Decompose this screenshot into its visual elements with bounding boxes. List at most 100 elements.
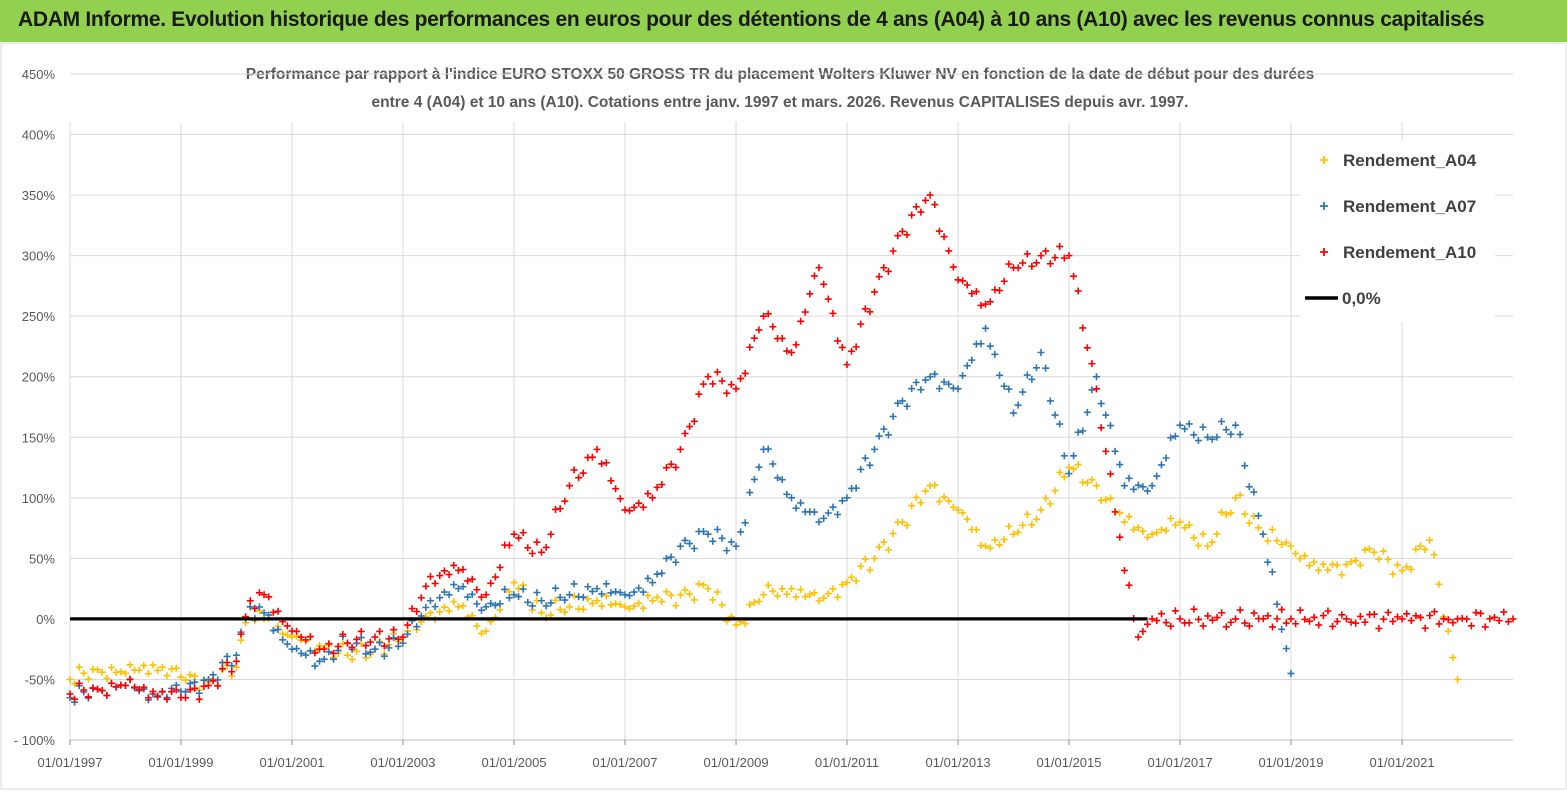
- rendement-a07-point: [209, 671, 217, 679]
- rendement-a07-point: [1157, 461, 1165, 469]
- rendement-a04-point: [1060, 473, 1068, 481]
- rendement-a04-point: [1245, 519, 1253, 527]
- rendement-a04-point: [1153, 529, 1161, 537]
- rendement-a04-point: [1208, 538, 1216, 546]
- rendement-a10-point: [274, 607, 282, 615]
- rendement-a07-point: [491, 601, 499, 609]
- rendement-a10-point: [542, 543, 550, 551]
- rendement-a07-point: [1222, 426, 1230, 434]
- rendement-a10-point: [515, 534, 523, 542]
- rendement-a04-point: [1116, 509, 1124, 517]
- rendement-a04-point: [792, 593, 800, 601]
- rendement-a07-point: [959, 372, 967, 380]
- rendement-a10-point: [1065, 252, 1073, 260]
- rendement-a10-point: [648, 494, 656, 502]
- rendement-a07-point: [1162, 454, 1170, 462]
- rendement-a10-point: [639, 503, 647, 511]
- rendement-a04-point: [117, 668, 125, 676]
- rendement-a04-point: [848, 573, 856, 581]
- rendement-a07-point: [1065, 470, 1073, 478]
- rendement-a10-point: [524, 544, 532, 552]
- rendement-a07-point: [1074, 428, 1082, 436]
- rendement-a07-point: [852, 484, 860, 492]
- rendement-a07-point: [1143, 487, 1151, 495]
- rendement-a04-point: [1282, 539, 1290, 547]
- rendement-a10-point: [158, 688, 166, 696]
- rendement-a04-point: [1070, 465, 1078, 473]
- rendement-a04-point: [861, 555, 869, 563]
- rendement-a10-point: [1356, 612, 1364, 620]
- rendement-a04-point: [1370, 548, 1378, 556]
- rendement-a04-point: [741, 620, 749, 628]
- rendement-a07-point: [422, 604, 430, 612]
- rendement-a04-point: [1426, 536, 1434, 544]
- rendement-a10-point: [746, 343, 754, 351]
- rendement-a04-point: [1379, 547, 1387, 555]
- rendement-a04-point: [843, 579, 851, 587]
- rendement-a04-point: [1232, 494, 1240, 502]
- rendement-a04-point: [182, 676, 190, 684]
- rendement-a04-point: [1319, 560, 1327, 568]
- rendement-a10-point: [949, 263, 957, 271]
- rendement-a10-point: [214, 682, 222, 690]
- rendement-a07-point: [732, 542, 740, 550]
- rendement-a07-point: [186, 680, 194, 688]
- rendement-a04-point: [191, 672, 199, 680]
- rendement-a10-point: [1393, 613, 1401, 621]
- rendement-a10-point: [658, 480, 666, 488]
- rendement-a10-point: [191, 684, 199, 692]
- rendement-a07-point: [894, 399, 902, 407]
- rendement-a04-point: [1218, 508, 1226, 516]
- rendement-a10-point: [1278, 606, 1286, 614]
- y-tick-label: 150%: [22, 430, 56, 445]
- rendement-a10-point: [935, 227, 943, 235]
- rendement-a07-point: [1153, 472, 1161, 480]
- rendement-a07-point: [1102, 411, 1110, 419]
- rendement-a10-point: [838, 343, 846, 351]
- rendement-a10-point: [168, 688, 176, 696]
- rendement-a04-point: [126, 661, 134, 669]
- rendement-a04-point: [177, 673, 185, 681]
- rendement-a10-point: [1023, 250, 1031, 258]
- rendement-a10-point: [140, 683, 148, 691]
- rendement-a04-point: [824, 590, 832, 598]
- rendement-a04-point: [75, 663, 83, 671]
- rendement-a07-point: [612, 588, 620, 596]
- rendement-a07-point: [1213, 433, 1221, 441]
- rendement-a07-point: [260, 609, 268, 617]
- rendement-a07-point: [1028, 375, 1036, 383]
- rendement-a07-point: [1241, 462, 1249, 470]
- rendement-a10-point: [741, 369, 749, 377]
- rendement-a10-point: [80, 686, 88, 694]
- rendement-a07-point: [1019, 388, 1027, 396]
- rendement-a07-point: [371, 645, 379, 653]
- rendement-a07-point: [653, 570, 661, 578]
- rendement-a10-point: [1481, 623, 1489, 631]
- rendement-a10-point: [1347, 618, 1355, 626]
- rendement-a04-point: [598, 602, 606, 610]
- rendement-a10-point: [1236, 606, 1244, 614]
- rendement-a07-point: [898, 397, 906, 405]
- rendement-a10-point: [1282, 619, 1290, 627]
- rendement-a07-point: [1060, 452, 1068, 460]
- rendement-a04-point: [672, 602, 680, 610]
- rendement-a04-point: [1023, 510, 1031, 518]
- rendement-a10-point: [1204, 612, 1212, 620]
- rendement-a04-point: [1375, 555, 1383, 563]
- rendement-a04-point: [1287, 542, 1295, 550]
- rendement-a07-point: [1046, 397, 1054, 405]
- rendement-a07-point: [598, 590, 606, 598]
- rendement-a10-point: [302, 636, 310, 644]
- rendement-a10-point: [1398, 615, 1406, 623]
- rendement-a10-point: [293, 627, 301, 635]
- rendement-a07-point: [912, 378, 920, 386]
- rendement-a10-point: [255, 589, 263, 597]
- rendement-a10-point: [1477, 609, 1485, 617]
- rendement-a04-point: [1236, 491, 1244, 499]
- rendement-a04-point: [635, 599, 643, 607]
- rendement-a10-point: [1162, 619, 1170, 627]
- rendement-a04-point: [963, 515, 971, 523]
- rendement-a10-point: [644, 490, 652, 498]
- rendement-a04-point: [98, 668, 106, 676]
- rendement-a10-point: [1292, 620, 1300, 628]
